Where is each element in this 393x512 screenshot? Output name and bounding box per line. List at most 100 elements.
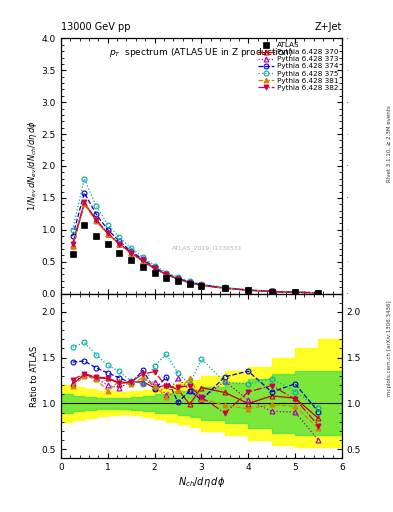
Pythia 6.428 374 [176, 275, 180, 282]
Pythia 6.428 375 [269, 288, 274, 294]
X-axis label: $N_{ch}/d\eta\,d\phi$: $N_{ch}/d\eta\,d\phi$ [178, 475, 225, 489]
Pythia 6.428 373 [269, 288, 274, 294]
ATLAS [117, 250, 122, 257]
Pythia 6.428 374 [94, 211, 98, 217]
Line: Pythia 6.428 373: Pythia 6.428 373 [70, 201, 321, 295]
ATLAS [222, 285, 227, 291]
Pythia 6.428 374 [199, 282, 204, 288]
Pythia 6.428 373 [117, 241, 122, 247]
Pythia 6.428 382 [152, 265, 157, 271]
ATLAS [316, 290, 321, 296]
Pythia 6.428 382 [105, 230, 110, 236]
Text: Rivet 3.1.10, ≥ 2.3M events: Rivet 3.1.10, ≥ 2.3M events [387, 105, 392, 182]
Pythia 6.428 382 [129, 250, 134, 256]
Pythia 6.428 374 [187, 279, 192, 285]
Pythia 6.428 375 [70, 227, 75, 233]
Pythia 6.428 375 [246, 287, 251, 293]
Pythia 6.428 374 [246, 287, 251, 293]
Pythia 6.428 382 [164, 271, 169, 278]
Pythia 6.428 381 [94, 218, 98, 224]
Line: Pythia 6.428 370: Pythia 6.428 370 [70, 201, 321, 295]
ATLAS [187, 281, 192, 287]
Pythia 6.428 374 [82, 190, 87, 196]
Pythia 6.428 381 [176, 276, 180, 282]
ATLAS [269, 289, 274, 295]
Pythia 6.428 374 [269, 288, 274, 294]
Y-axis label: $1/N_{ev}\,dN_{ev}/dN_{ch}/d\eta\,d\phi$: $1/N_{ev}\,dN_{ev}/dN_{ch}/d\eta\,d\phi$ [26, 120, 39, 211]
Pythia 6.428 373 [293, 289, 298, 295]
Text: mcplots.cern.ch [arXiv:1306.3436]: mcplots.cern.ch [arXiv:1306.3436] [387, 301, 392, 396]
Pythia 6.428 382 [316, 290, 321, 296]
Pythia 6.428 381 [316, 290, 321, 296]
ATLAS [105, 241, 110, 247]
Pythia 6.428 382 [187, 280, 192, 286]
Pythia 6.428 374 [293, 289, 298, 295]
Pythia 6.428 382 [269, 288, 274, 294]
Pythia 6.428 381 [117, 241, 122, 247]
Pythia 6.428 382 [70, 241, 75, 247]
Pythia 6.428 382 [176, 276, 180, 282]
Pythia 6.428 381 [187, 280, 192, 286]
Pythia 6.428 382 [117, 241, 122, 247]
Pythia 6.428 374 [164, 271, 169, 277]
Pythia 6.428 382 [222, 285, 227, 291]
ATLAS [293, 289, 298, 295]
Line: Pythia 6.428 382: Pythia 6.428 382 [70, 200, 321, 295]
ATLAS [82, 222, 87, 228]
ATLAS [199, 283, 204, 289]
Pythia 6.428 373 [70, 242, 75, 248]
Pythia 6.428 382 [246, 287, 251, 293]
Pythia 6.428 373 [129, 250, 134, 257]
ATLAS [94, 233, 98, 239]
Pythia 6.428 370 [152, 266, 157, 272]
Y-axis label: Ratio to ATLAS: Ratio to ATLAS [30, 345, 39, 407]
Pythia 6.428 370 [117, 241, 122, 247]
Pythia 6.428 370 [141, 258, 145, 264]
Pythia 6.428 381 [70, 243, 75, 249]
Pythia 6.428 381 [246, 287, 251, 293]
Legend: ATLAS, Pythia 6.428 370, Pythia 6.428 373, Pythia 6.428 374, Pythia 6.428 375, P: ATLAS, Pythia 6.428 370, Pythia 6.428 37… [257, 40, 340, 92]
Pythia 6.428 381 [129, 250, 134, 257]
Pythia 6.428 381 [141, 258, 145, 264]
Pythia 6.428 374 [222, 285, 227, 291]
Pythia 6.428 382 [82, 199, 87, 205]
Pythia 6.428 381 [222, 285, 227, 291]
Text: ATLAS_2019_I1736531: ATLAS_2019_I1736531 [172, 245, 242, 250]
Pythia 6.428 373 [94, 217, 98, 223]
Pythia 6.428 370 [164, 271, 169, 278]
Pythia 6.428 375 [105, 222, 110, 228]
ATLAS [141, 264, 145, 270]
Pythia 6.428 370 [70, 243, 75, 249]
Pythia 6.428 382 [94, 217, 98, 223]
Pythia 6.428 381 [152, 266, 157, 272]
Pythia 6.428 375 [117, 234, 122, 241]
Pythia 6.428 375 [316, 290, 321, 296]
Pythia 6.428 373 [164, 271, 169, 278]
Pythia 6.428 370 [293, 289, 298, 295]
Pythia 6.428 373 [152, 266, 157, 272]
Pythia 6.428 373 [222, 285, 227, 291]
Pythia 6.428 381 [269, 288, 274, 294]
Line: Pythia 6.428 374: Pythia 6.428 374 [70, 190, 321, 295]
Pythia 6.428 382 [199, 282, 204, 288]
Text: $p_T$  spectrum (ATLAS UE in Z production): $p_T$ spectrum (ATLAS UE in Z production… [109, 46, 294, 59]
Pythia 6.428 375 [94, 202, 98, 208]
Line: ATLAS: ATLAS [70, 222, 321, 295]
Pythia 6.428 370 [199, 282, 204, 288]
Pythia 6.428 381 [164, 271, 169, 278]
Line: Pythia 6.428 381: Pythia 6.428 381 [70, 202, 321, 295]
ATLAS [129, 258, 134, 264]
Pythia 6.428 373 [82, 200, 87, 206]
ATLAS [164, 274, 169, 281]
Pythia 6.428 374 [152, 264, 157, 270]
Pythia 6.428 381 [199, 282, 204, 288]
Pythia 6.428 375 [199, 281, 204, 287]
ATLAS [152, 270, 157, 276]
Pythia 6.428 370 [246, 287, 251, 293]
Pythia 6.428 370 [94, 217, 98, 223]
Pythia 6.428 373 [199, 282, 204, 288]
Pythia 6.428 375 [129, 245, 134, 251]
Pythia 6.428 381 [105, 231, 110, 238]
Pythia 6.428 375 [187, 279, 192, 285]
Pythia 6.428 370 [105, 230, 110, 237]
